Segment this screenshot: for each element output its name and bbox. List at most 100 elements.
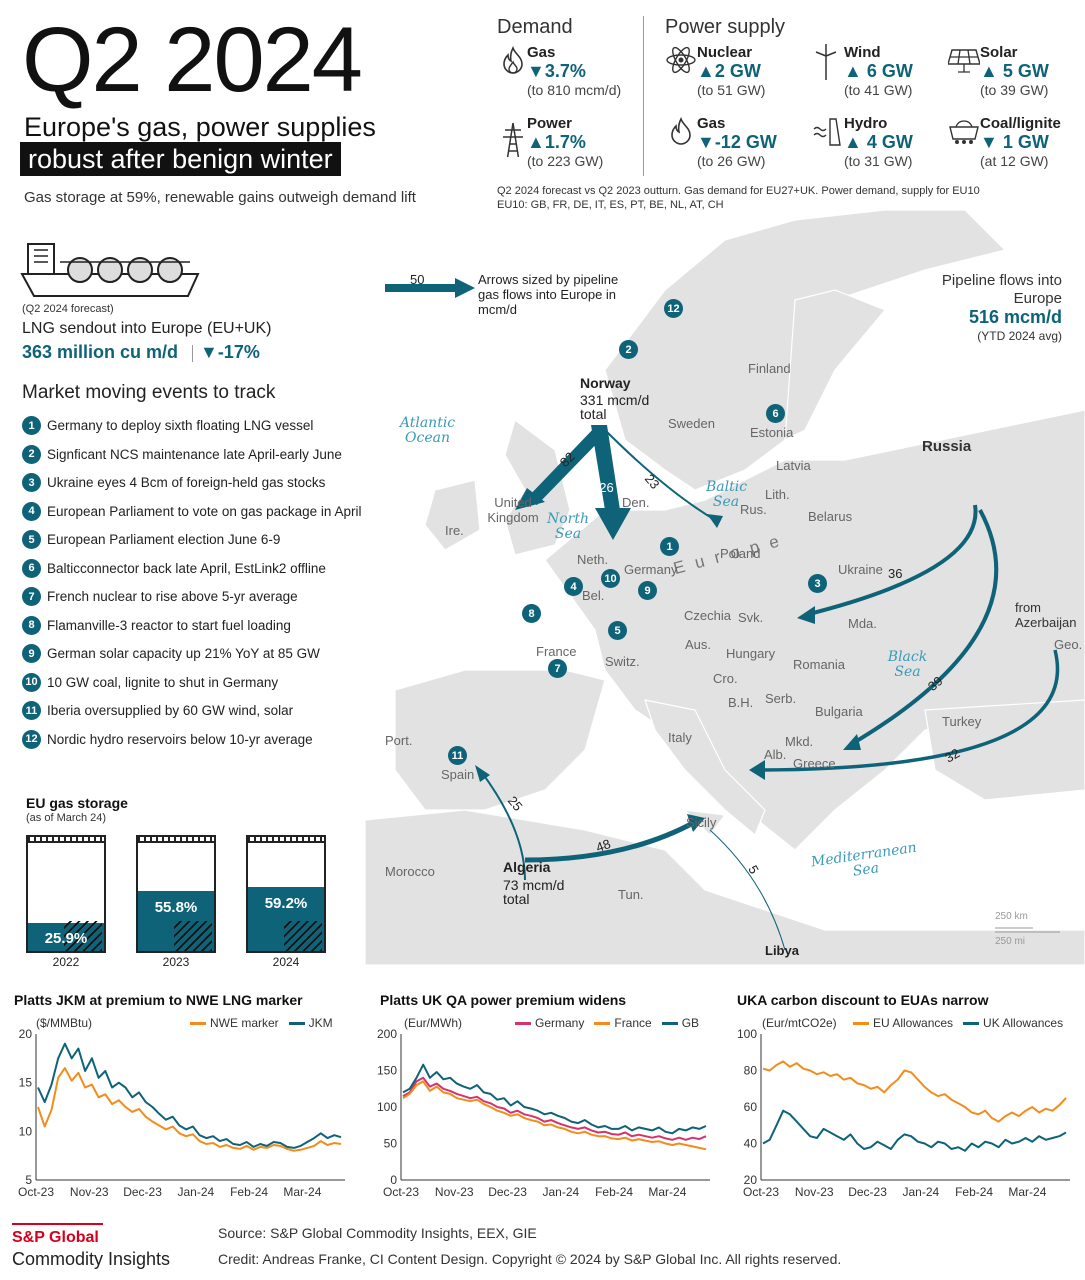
- event-item: 8 Flamanville-3 reactor to start fuel loa…: [22, 615, 291, 635]
- y-tick-label: 0: [390, 1173, 397, 1187]
- event-text: Flamanville-3 reactor to start fuel load…: [47, 617, 291, 633]
- map-marker-3: 3: [808, 574, 827, 593]
- event-item: 1 Germany to deploy sixth floating LNG ve…: [22, 416, 313, 435]
- country-germany: Germany: [624, 562, 678, 577]
- event-number: 9: [22, 644, 41, 663]
- country-bh: B.H.: [728, 695, 754, 710]
- x-tick-label: Jan-24: [542, 1185, 579, 1199]
- x-tick-label: Mar-24: [1008, 1185, 1046, 1199]
- tank-year: 2023: [162, 955, 190, 969]
- arrow-36-head: [797, 606, 815, 624]
- libya-label: Libya: [765, 943, 799, 958]
- supply-gas-change: ▼-12 GW: [697, 132, 777, 152]
- event-item: 5 European Parliament election June 6-9: [22, 530, 280, 549]
- brand-rule: [12, 1223, 103, 1225]
- event-item: 12 Nordic hydro reservoirs below 10-yr av…: [22, 729, 313, 749]
- sea-black: Black Sea: [887, 649, 928, 680]
- country-port: Port.: [385, 733, 413, 748]
- storage-tank: 55.8% 2023: [136, 835, 216, 969]
- x-tick-label: Dec-23: [488, 1185, 527, 1199]
- storage-tank: 59.2% 2024: [246, 835, 326, 969]
- coal-cart-icon: [949, 120, 979, 144]
- footer-source: Source: S&P Global Commodity Insights, E…: [218, 1225, 537, 1241]
- country-svk: Svk.: [738, 610, 764, 625]
- tank-year: 2022: [52, 955, 80, 969]
- panel-divider: [643, 16, 644, 176]
- wind-turbine-icon: [815, 44, 837, 80]
- supply-nuclear-sub: (to 51 GW): [697, 82, 766, 98]
- flame-icon: [503, 45, 523, 74]
- page-title: Q2 2024: [22, 9, 363, 111]
- supply-solar-change: ▲ 5 GW: [980, 61, 1049, 81]
- event-text: 10 GW coal, lignite to shut in Germany: [47, 674, 279, 690]
- supply-wind-sub: (to 41 GW): [844, 82, 913, 98]
- chart1-unit: ($/MMBtu): [36, 1016, 93, 1030]
- country-bulgaria: Bulgaria: [815, 704, 863, 719]
- sea-atlantic: Atlantic Ocean: [399, 415, 456, 446]
- country-ire: Ire.: [445, 523, 464, 538]
- map-marker-9: 9: [638, 581, 657, 600]
- arrow-23-head: [707, 514, 723, 528]
- arrow-39-head: [843, 734, 861, 750]
- series-line-uk-allowances: [762, 1109, 1067, 1152]
- arrow-82: [525, 425, 607, 505]
- map-marker-7: 7: [548, 659, 567, 678]
- series-line-france: [402, 1080, 707, 1151]
- tank-roof: [26, 835, 106, 843]
- chart1-jkm-plot: 5 10 15 20 Oct-23 Nov-23 Dec-23 Jan-24 Feb-24 Mar…: [18, 1028, 345, 1199]
- y-tick-label: 40: [744, 1137, 758, 1151]
- country-lith: Lith.: [765, 487, 790, 502]
- chart1-legend-nwe: NWE marker: [190, 1016, 279, 1030]
- supply-coal-sub: (at 12 GW): [980, 153, 1049, 169]
- lng-value: 363 million cu m/d: [22, 342, 179, 362]
- demand-gas-change: ▼3.7%: [527, 61, 586, 81]
- tank-year: 2024: [272, 955, 300, 969]
- chart2-legend-france: France: [594, 1016, 652, 1030]
- x-tick-label: Feb-24: [595, 1185, 633, 1199]
- series-line-jkm: [37, 1042, 342, 1149]
- pylon-icon: [503, 122, 523, 157]
- storage-sub: (as of March 24): [26, 812, 107, 824]
- event-item: 6 Balticconnector back late April, EstLin…: [22, 558, 326, 578]
- country-ukraine: Ukraine: [838, 562, 883, 577]
- supply-solar-sub: (to 39 GW): [980, 82, 1049, 98]
- from-azerbaijan: from Azerbaijan: [1015, 600, 1077, 630]
- supply-wind-change: ▲ 6 GW: [844, 61, 913, 81]
- y-tick-label: 100: [377, 1100, 397, 1114]
- scale-mi: 250 mi: [995, 936, 1026, 947]
- arrow-23: [604, 429, 716, 521]
- country-belarus: Belarus: [808, 509, 853, 524]
- map-marker-6: 6: [766, 404, 785, 423]
- event-item: 4 European Parliament to vote on gas pack…: [22, 501, 361, 521]
- map-marker-1: 1: [660, 537, 679, 556]
- atom-icon: [666, 46, 696, 74]
- y-tick-label: 10: [19, 1124, 33, 1138]
- tank-percent: 59.2%: [264, 894, 308, 912]
- event-item: 9 German solar capacity up 21% YoY at 85 …: [22, 644, 320, 663]
- tank-roof: [136, 835, 216, 843]
- y-tick-label: 200: [377, 1028, 397, 1041]
- legend-flow-text: Arrows sized by pipeline gas flows into …: [478, 272, 619, 317]
- lng-label: LNG sendout into Europe (EU+UK): [22, 320, 272, 337]
- y-tick-label: 60: [744, 1100, 758, 1114]
- event-number: 5: [22, 530, 41, 549]
- arrow-32-head: [749, 760, 765, 780]
- event-text: Germany to deploy sixth floating LNG ves…: [47, 418, 314, 433]
- norway-flow: 331 mcm/d: [580, 392, 650, 408]
- algeria-flow: 73 mcm/d: [503, 877, 565, 893]
- x-tick-label: Dec-23: [123, 1185, 162, 1199]
- tank-fill: [138, 890, 214, 951]
- norway-name: Norway: [580, 375, 631, 391]
- event-text: Iberia oversupplied by 60 GW wind, solar: [47, 703, 294, 718]
- country-geo: Geo.: [1054, 637, 1083, 652]
- sea-baltic: Baltic Sea: [706, 479, 748, 510]
- notes-line1: Q2 2024 forecast vs Q2 2023 outturn. Gas…: [497, 185, 980, 197]
- country-mda: Mda.: [848, 616, 877, 631]
- y-tick-label: 80: [744, 1064, 758, 1078]
- event-item: 10 10 GW coal, lignite to shut in Germany: [22, 672, 279, 692]
- event-text: German solar capacity up 21% YoY at 85 G…: [47, 646, 320, 661]
- algeria-total: total: [503, 891, 530, 907]
- event-text: Nordic hydro reservoirs below 10-yr aver…: [47, 731, 313, 747]
- arrow-48-head: [687, 814, 705, 832]
- footer-credit: Credit: Andreas Franke, CI Content Desig…: [218, 1251, 842, 1267]
